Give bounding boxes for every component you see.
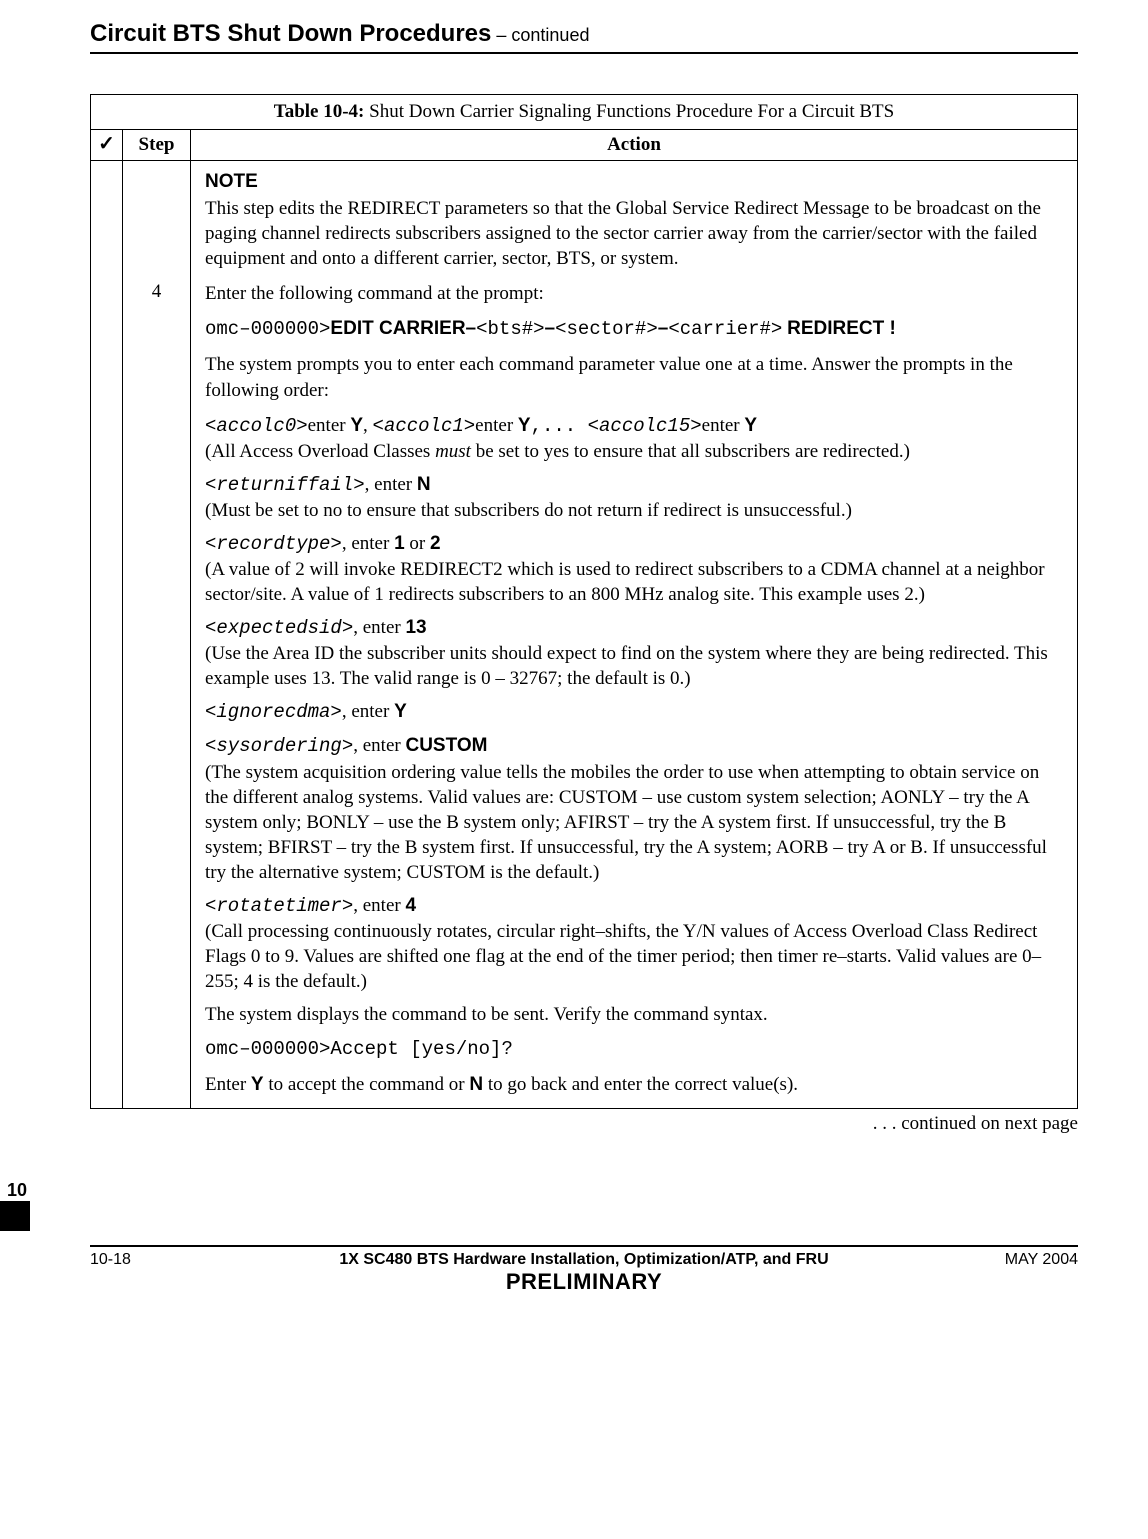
returniffail-enter: , enter	[365, 474, 417, 495]
chapter-tab: 10	[0, 1180, 30, 1231]
expectedsid-tag: <expectedsid>	[205, 617, 353, 639]
final-n: N	[469, 1074, 483, 1095]
step-cell: 4	[123, 161, 191, 1109]
returniffail-block: <returniffail>, enter N (Must be set to …	[205, 472, 1063, 523]
accolc-y2: Y	[518, 415, 531, 436]
enter-command-text: Enter the following command at the promp…	[205, 281, 1063, 306]
accolc-expl-open: (All Access Overload Classes	[205, 441, 435, 462]
rotatetimer-block: <rotatetimer>, enter 4 (Call processing …	[205, 893, 1063, 994]
accolc-y1: Y	[350, 415, 363, 436]
rotatetimer-val: 4	[405, 895, 416, 916]
recordtype-val2: 2	[430, 533, 441, 554]
recordtype-tag: <recordtype>	[205, 533, 342, 555]
accolc0-tag: <accolc0>	[205, 415, 308, 437]
final-mid: to accept the command or	[264, 1074, 470, 1095]
accolc-comma1: ,	[363, 415, 373, 436]
accolc-enter2: enter	[475, 415, 518, 436]
accolc-expl-close: be set to yes to ensure that all subscri…	[471, 441, 910, 462]
table-title-text: Shut Down Carrier Signaling Functions Pr…	[369, 101, 894, 122]
cmd-dash1: –	[545, 318, 556, 339]
ignorecdma-tag: <ignorecdma>	[205, 701, 342, 723]
chapter-tab-number: 10	[0, 1180, 30, 1201]
check-mark-icon: ✓	[98, 129, 115, 155]
recordtype-or: or	[405, 533, 430, 554]
accolc-y3: Y	[744, 415, 757, 436]
final-line: Enter Y to accept the command or N to go…	[205, 1072, 1063, 1097]
footer-date: MAY 2004	[958, 1251, 1078, 1269]
expectedsid-block: <expectedsid>, enter 13 (Use the Area ID…	[205, 615, 1063, 691]
header-title: Circuit BTS Shut Down Procedures	[90, 20, 491, 47]
accolc-expl-must: must	[435, 441, 471, 462]
recordtype-val1: 1	[394, 533, 405, 554]
rotatetimer-expl: (Call processing continuously rotates, c…	[205, 921, 1041, 992]
rotatetimer-tag: <rotatetimer>	[205, 895, 353, 917]
header-rule	[90, 52, 1078, 54]
recordtype-enter: , enter	[342, 533, 394, 554]
accept-prompt: omc–000000>Accept [yes/no]?	[205, 1037, 1063, 1062]
page-footer: 10-18 1X SC480 BTS Hardware Installation…	[90, 1245, 1078, 1295]
col-action-header: Action	[191, 130, 1078, 161]
accolc-enter3: enter	[702, 415, 745, 436]
sysordering-val: CUSTOM	[405, 735, 487, 756]
table-title-label: Table 10-4:	[274, 101, 369, 122]
edit-carrier-command: omc–000000>EDIT CARRIER–<bts#>–<sector#>…	[205, 316, 1063, 342]
footer-page-number: 10-18	[90, 1251, 210, 1269]
footer-doc-title: 1X SC480 BTS Hardware Installation, Opti…	[210, 1251, 958, 1269]
expectedsid-expl: (Use the Area ID the subscriber units sh…	[205, 643, 1048, 689]
table-title-row: Table 10-4: Shut Down Carrier Signaling …	[91, 95, 1078, 130]
ignorecdma-block: <ignorecdma>, enter Y	[205, 699, 1063, 725]
table-row: 4 NOTE This step edits the REDIRECT para…	[91, 161, 1078, 1109]
continued-on-next-page: . . . continued on next page	[90, 1113, 1078, 1135]
table-header-row: ✓ Step Action	[91, 130, 1078, 161]
col-step-header: Step	[123, 130, 191, 161]
accolc-enter1: enter	[308, 415, 351, 436]
cmd-sector: <sector#>	[555, 318, 658, 340]
expectedsid-enter: , enter	[353, 617, 405, 638]
procedure-table: Table 10-4: Shut Down Carrier Signaling …	[90, 94, 1078, 1109]
footer-rule	[90, 1245, 1078, 1247]
returniffail-val: N	[417, 474, 431, 495]
note-text: This step edits the REDIRECT parameters …	[205, 196, 1063, 271]
ignorecdma-val: Y	[394, 701, 407, 722]
returniffail-expl: (Must be set to no to ensure that subscr…	[205, 500, 852, 521]
accolc-block: <accolc0>enter Y, <accolc1>enter Y,... <…	[205, 413, 1063, 464]
cmd-edit-carrier: EDIT CARRIER–	[330, 318, 476, 339]
note-heading: NOTE	[205, 169, 1063, 194]
header-continued: – continued	[491, 25, 589, 45]
sysordering-tag: <sysordering>	[205, 735, 353, 757]
recordtype-expl: (A value of 2 will invoke REDIRECT2 whic…	[205, 559, 1045, 605]
sysordering-enter: , enter	[353, 735, 405, 756]
recordtype-block: <recordtype>, enter 1 or 2 (A value of 2…	[205, 531, 1063, 607]
action-cell: NOTE This step edits the REDIRECT parame…	[191, 161, 1078, 1109]
cmd-dash2: –	[658, 318, 669, 339]
col-check-header: ✓	[91, 130, 123, 161]
sysordering-expl: (The system acquisition ordering value t…	[205, 762, 1047, 883]
cmd-bts: <bts#>	[476, 318, 544, 340]
accolc1-tag: <accolc1>	[373, 415, 476, 437]
sysordering-block: <sysordering>, enter CUSTOM (The system …	[205, 733, 1063, 884]
expectedsid-val: 13	[405, 617, 426, 638]
rotatetimer-enter: , enter	[353, 895, 405, 916]
final-post: to go back and enter the correct value(s…	[483, 1074, 798, 1095]
verify-text: The system displays the command to be se…	[205, 1002, 1063, 1027]
accolc-dots: ,...	[531, 415, 588, 437]
page-header: Circuit BTS Shut Down Procedures – conti…	[90, 20, 1078, 48]
check-cell	[91, 161, 123, 1109]
accolc15-tag: <accolc15>	[588, 415, 702, 437]
returniffail-tag: <returniffail>	[205, 474, 365, 496]
ignorecdma-enter: , enter	[342, 701, 394, 722]
footer-preliminary: PRELIMINARY	[210, 1269, 958, 1295]
cmd-prefix: omc–000000>	[205, 318, 330, 340]
final-y: Y	[251, 1074, 264, 1095]
final-pre: Enter	[205, 1074, 251, 1095]
cmd-redirect: REDIRECT !	[787, 318, 896, 339]
chapter-tab-block	[0, 1201, 30, 1231]
cmd-carrier: <carrier#>	[668, 318, 782, 340]
prompts-intro: The system prompts you to enter each com…	[205, 352, 1063, 402]
